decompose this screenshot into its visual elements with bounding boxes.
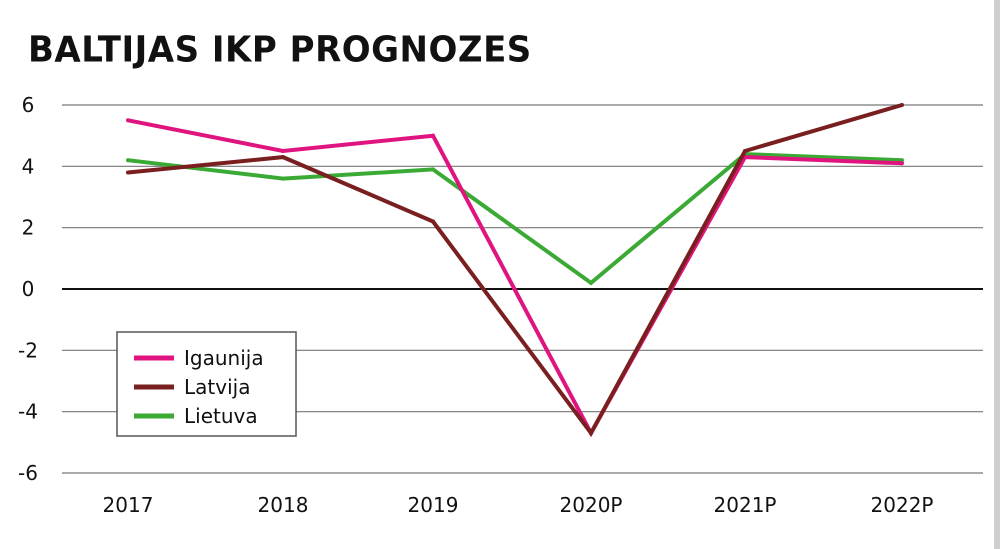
data-point-latvija — [126, 170, 130, 175]
data-point-lietuva — [589, 280, 593, 285]
data-point-lietuva — [126, 158, 130, 163]
y-tick-label: -4 — [18, 400, 38, 424]
y-tick-label: 2 — [22, 216, 35, 240]
legend: Igaunija Latvija Lietuva — [116, 331, 297, 437]
x-tick-label: 2019 — [408, 493, 459, 517]
chart-title: BALTIJAS IKP PROGNOZES — [28, 29, 532, 71]
x-tick-label: 2018 — [258, 493, 309, 517]
page-edge — [994, 0, 1000, 549]
y-tick-label: 4 — [22, 154, 35, 178]
y-axis: 6 4 2 0 -2 -4 -6 — [18, 93, 38, 485]
data-point-igaunija — [431, 133, 435, 138]
series-lines — [126, 103, 904, 438]
x-tick-label: 2022P — [871, 493, 934, 517]
y-tick-label: 6 — [22, 93, 35, 117]
y-tick-label: -6 — [18, 461, 38, 485]
data-point-lietuva — [431, 167, 435, 172]
y-tick-label: 0 — [22, 277, 35, 301]
legend-box — [116, 331, 297, 437]
legend-label-latvija: Latvija — [184, 375, 250, 399]
data-point-lietuva — [900, 158, 904, 163]
x-axis: 2017 2018 2019 2020P 2021P 2022P — [103, 493, 934, 517]
series-line-latvija — [127, 103, 903, 437]
grid — [62, 104, 983, 474]
data-point-latvija — [900, 103, 904, 107]
data-point-latvija — [743, 149, 747, 153]
x-tick-label: 2020P — [560, 493, 623, 517]
series-line-lietuva — [127, 152, 903, 286]
data-point-igaunija — [900, 161, 904, 166]
x-tick-label: 2021P — [714, 493, 777, 517]
series-line-igaunija — [127, 118, 903, 438]
legend-label-lietuva: Lietuva — [184, 404, 258, 428]
data-point-latvija — [431, 219, 435, 224]
data-point-igaunija — [126, 118, 130, 123]
x-tick-label: 2017 — [103, 493, 154, 517]
data-point-latvija — [589, 431, 593, 436]
data-point-lietuva — [281, 176, 285, 181]
y-tick-label: -2 — [18, 338, 38, 362]
data-point-igaunija — [281, 149, 285, 153]
legend-label-igaunija: Igaunija — [184, 346, 264, 370]
data-point-latvija — [281, 155, 285, 160]
